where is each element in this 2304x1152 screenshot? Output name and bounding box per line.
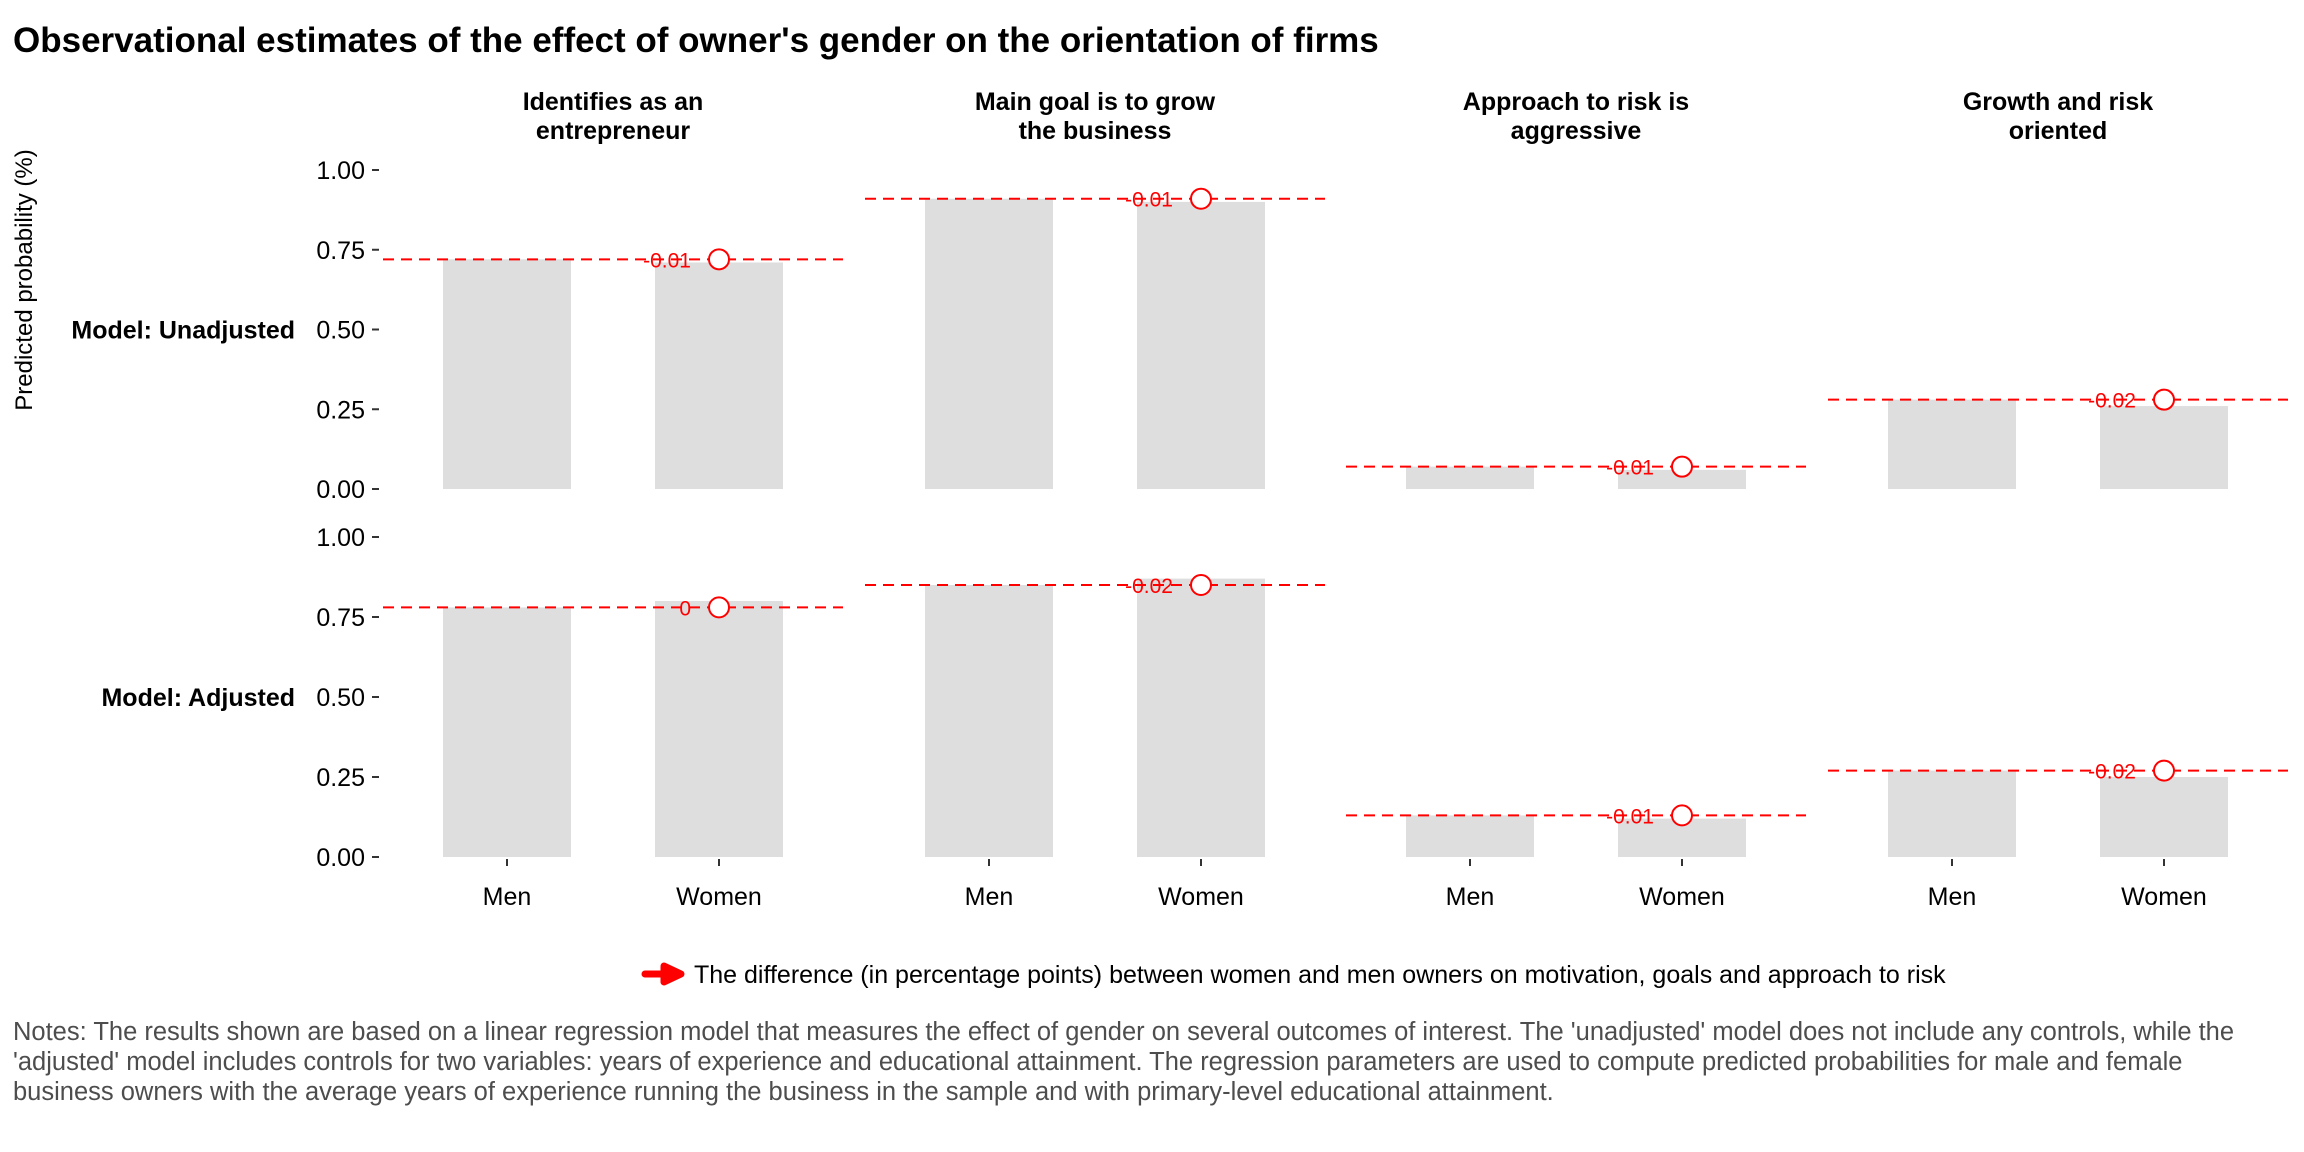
bar: [655, 262, 783, 489]
difference-label: 0: [679, 597, 691, 620]
x-tick-label: Men: [965, 883, 1014, 911]
facet-column-label: entrepreneur: [536, 117, 690, 145]
y-tick-label: 1.00: [316, 157, 365, 185]
x-tick-label: Women: [676, 883, 762, 911]
difference-label: -0.02: [1125, 575, 1173, 598]
x-tick-label: Women: [1639, 883, 1725, 911]
notes-text: Notes: The results shown are based on a …: [13, 1018, 2235, 1106]
bar: [1888, 770, 2016, 857]
difference-label: -0.01: [643, 249, 691, 272]
chart-title: Observational estimates of the effect of…: [13, 21, 1379, 60]
y-tick-label: 0.00: [316, 844, 365, 872]
bar: [2100, 406, 2228, 489]
difference-label: -0.01: [1125, 189, 1173, 212]
x-tick-label: Women: [1158, 883, 1244, 911]
y-tick-label: 0.00: [316, 476, 365, 504]
difference-point: [2153, 759, 2175, 782]
y-axis-label: Predicted probability (%): [11, 149, 38, 410]
x-tick-label: Men: [1928, 883, 1977, 911]
legend-label: The difference (in percentage points) be…: [694, 961, 1946, 989]
bar: [925, 198, 1053, 489]
y-tick-label: 0.50: [316, 684, 365, 712]
difference-point: [1190, 187, 1212, 210]
x-tick-label: Men: [483, 883, 532, 911]
y-tick-label: 0.25: [316, 764, 365, 792]
facet-column-label: Approach to risk is: [1463, 88, 1689, 116]
bar: [925, 585, 1053, 857]
bar: [655, 601, 783, 857]
facet-row-label: Model: Unadjusted: [71, 317, 295, 345]
facet-column-label: aggressive: [1511, 117, 1642, 145]
difference-point: [2153, 388, 2175, 411]
x-tick-label: Men: [1446, 883, 1495, 911]
y-tick-label: 0.50: [316, 317, 365, 345]
y-tick-label: 0.75: [316, 237, 365, 265]
facet-column-label: Main goal is to grow: [975, 88, 1216, 116]
difference-point: [1671, 455, 1693, 478]
bar: [1618, 469, 1746, 489]
facet-column-label: Growth and risk: [1963, 88, 2153, 116]
legend-arrow-icon: [641, 962, 685, 986]
facet-column-label: oriented: [2009, 117, 2108, 145]
bar: [1137, 201, 1265, 489]
bar: [1137, 578, 1265, 857]
difference-label: -0.02: [2088, 390, 2136, 413]
facet-column-label: the business: [1019, 117, 1172, 145]
bar: [1406, 466, 1534, 489]
facet-row-label: Model: Adjusted: [101, 684, 295, 712]
difference-label: -0.02: [2088, 761, 2136, 784]
y-tick-label: 1.00: [316, 524, 365, 552]
y-tick-label: 0.75: [316, 604, 365, 632]
difference-point: [1190, 574, 1212, 596]
facet-column-label: Identifies as an: [523, 88, 704, 116]
difference-point: [708, 596, 730, 619]
x-tick-label: Women: [2121, 883, 2207, 911]
bar: [2100, 777, 2228, 857]
bar: [443, 259, 571, 489]
y-tick-label: 0.25: [316, 396, 365, 424]
bar: [443, 607, 571, 857]
difference-label: -0.01: [1606, 457, 1654, 480]
difference-point: [1671, 804, 1693, 827]
difference-label: -0.01: [1606, 805, 1654, 828]
bar: [1406, 815, 1534, 857]
bar: [1888, 399, 2016, 489]
difference-point: [708, 248, 730, 271]
